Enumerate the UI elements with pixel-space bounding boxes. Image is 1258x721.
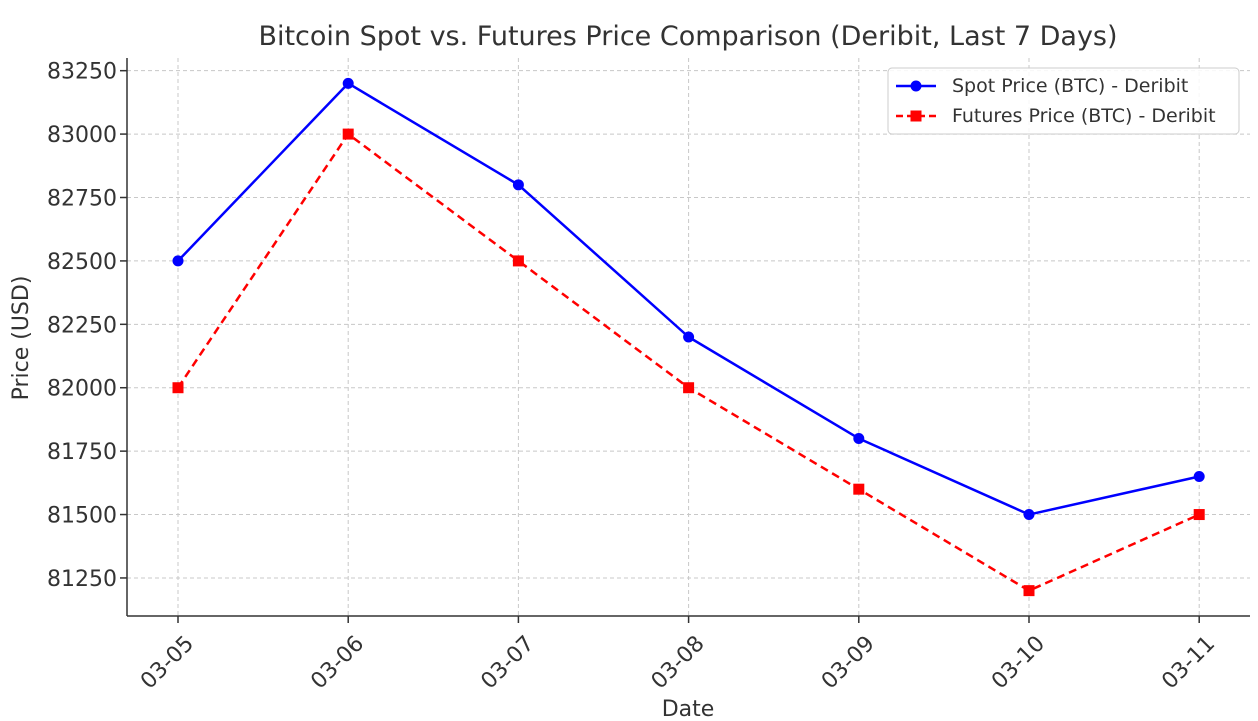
legend: Spot Price (BTC) - Deribit Futures Price… [887,67,1240,135]
data-point-spot [853,432,865,444]
legend-swatch-futures-marker [910,110,922,122]
y-tick-label: 81750 [47,440,117,465]
series-futures [172,128,1205,597]
legend-item-spot: Spot Price (BTC) - Deribit [896,75,1188,97]
data-point-spot [512,179,524,191]
x-axis-label: Date [662,697,715,721]
data-point-futures [512,255,524,267]
y-tick-label: 82500 [47,250,117,275]
x-tick-label: 03-10 [987,631,1050,694]
chart-title: Bitcoin Spot vs. Futures Price Compariso… [258,21,1117,52]
legend-frame [887,67,1240,135]
y-tick-label: 81250 [47,567,117,592]
data-point-futures [683,382,695,394]
x-tick-label: 03-08 [647,631,710,694]
legend-swatch-spot-marker [910,80,922,92]
data-point-spot [172,255,184,267]
data-point-futures [172,382,184,394]
data-point-spot [683,331,695,343]
data-point-spot [1193,471,1205,482]
data-point-futures [1023,585,1035,597]
x-axis-ticks: 03-05 03-06 03-07 03-08 03-09 03-10 03-11 [136,616,1220,694]
data-point-futures [1193,509,1205,521]
legend-item-futures: Futures Price (BTC) - Deribit [896,105,1216,127]
x-tick-label: 03-11 [1157,631,1220,694]
y-tick-label: 82000 [47,377,117,402]
x-tick-label: 03-07 [477,631,540,694]
series-spot [172,77,1205,521]
y-axis-label: Price (USD) [9,276,34,401]
x-tick-label: 03-05 [136,631,199,694]
data-point-spot [342,77,354,89]
data-point-spot [1023,509,1035,521]
data-point-futures [853,483,865,495]
y-tick-label: 83250 [47,60,117,85]
y-tick-label: 82250 [47,313,117,338]
legend-label-futures: Futures Price (BTC) - Deribit [952,105,1216,127]
data-point-futures [342,128,354,140]
y-axis-ticks: 81250 81500 81750 82000 82250 82500 82750 83000… [47,60,127,592]
series-layer [172,77,1205,597]
x-tick-label: 03-09 [817,631,880,694]
y-tick-label: 81500 [47,504,117,529]
y-tick-label: 83000 [47,123,117,148]
legend-label-spot: Spot Price (BTC) - Deribit [952,75,1188,97]
x-tick-label: 03-06 [306,631,369,694]
y-tick-label: 82750 [47,187,117,212]
